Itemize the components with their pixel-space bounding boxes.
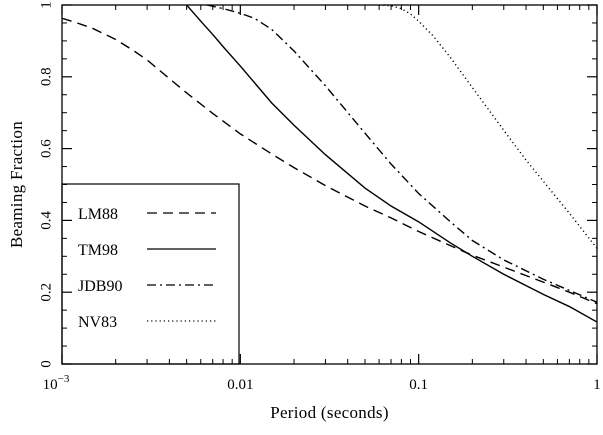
y-tick-label: 1 [38, 1, 54, 9]
y-tick-label: 0 [38, 360, 54, 368]
legend-label-nv83: NV83 [78, 314, 117, 331]
series-line-tm98 [186, 5, 597, 323]
ticks: 10−3 0.01 0.1 1 0 0.2 0.4 0.6 0.8 1 [38, 1, 600, 393]
legend-box [61, 183, 240, 365]
series-line-jdb90 [206, 5, 597, 303]
y-tick-label: 0.8 [38, 67, 54, 86]
x-tick-label: 1 [593, 377, 601, 393]
y-tick-label: 0.4 [38, 211, 54, 230]
series-layer [62, 5, 597, 323]
x-axis-title: Period (seconds) [270, 403, 389, 422]
y-tick-label: 0.2 [38, 283, 54, 302]
x-tick-label: 10−3 [43, 373, 70, 393]
legend-label-lm88: LM88 [78, 206, 118, 223]
series-line-lm88 [62, 17, 597, 305]
x-tick-label: 0.1 [409, 377, 428, 393]
x-tick-label: 0.01 [227, 377, 253, 393]
legend-label-tm98: TM98 [78, 242, 118, 259]
y-tick-label: 0.6 [38, 139, 54, 158]
y-axis-title: Beaming Fraction [7, 121, 26, 248]
legend-label-jdb90: JDB90 [78, 278, 122, 295]
legend: LM88 TM98 JDB90 NV83 [61, 183, 240, 365]
